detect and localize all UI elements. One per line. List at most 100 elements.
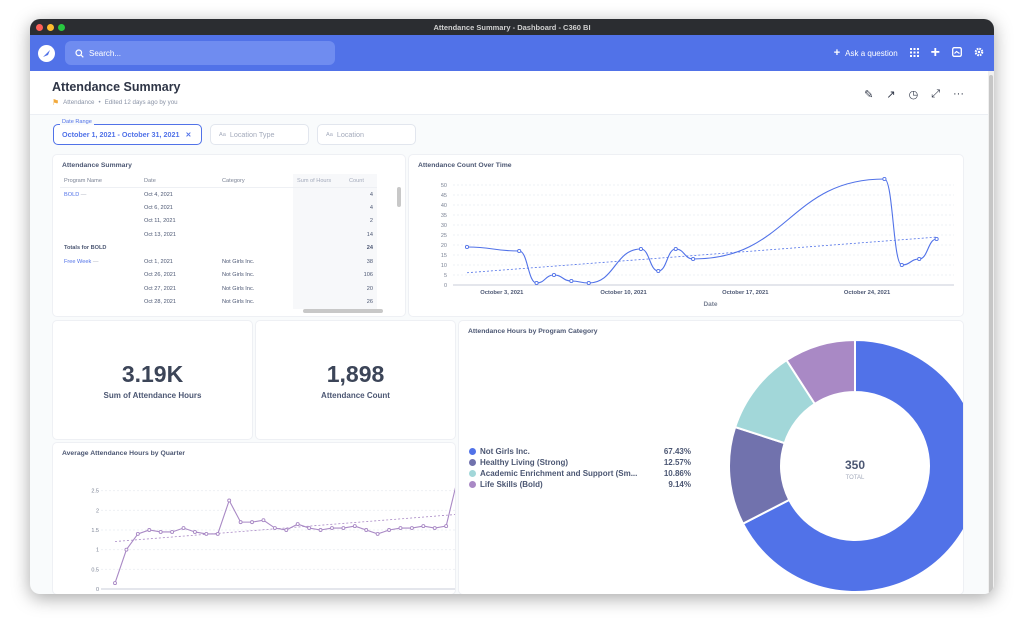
search-placeholder: Search...	[89, 48, 122, 58]
text-type-icon: Aa	[326, 131, 333, 138]
location-type-filter[interactable]: Aa Location Type	[210, 124, 309, 145]
table-row[interactable]: Totals for BOLD 24	[60, 241, 377, 256]
column-header-date[interactable]: Date	[140, 174, 218, 188]
column-header-hours[interactable]: Sum of Hours	[293, 174, 345, 188]
clear-x-icon[interactable]: ✕	[185, 130, 192, 139]
column-header-program[interactable]: Program Name	[60, 174, 140, 188]
collapse-icon[interactable]: —	[79, 191, 87, 198]
sum-hours-value[interactable]: 3.19K	[121, 361, 184, 387]
table-horizontal-scrollbar[interactable]	[303, 309, 383, 313]
separator-dot: •	[98, 99, 101, 106]
data-point	[318, 528, 323, 532]
page-scrollbar-thumb[interactable]	[989, 75, 993, 594]
data-point	[444, 524, 449, 529]
data-point	[398, 526, 403, 530]
data-point	[135, 531, 140, 536]
data-point	[899, 262, 904, 268]
data-point	[352, 524, 357, 529]
browse-data-icon[interactable]	[952, 47, 962, 59]
program-category-donut[interactable]: 350 TOTAL	[459, 321, 963, 594]
history-clock-icon[interactable]: ◷	[908, 89, 919, 101]
legend-item[interactable]: Not Girls Inc. 67.43%	[469, 446, 691, 457]
cell-category: Not Girls Inc.	[222, 258, 255, 265]
minimize-window-button[interactable]	[47, 23, 54, 31]
more-options-icon[interactable]: ···	[953, 88, 964, 100]
search-input[interactable]: Search...	[65, 41, 335, 65]
cell-date: Oct 6, 2021	[144, 204, 173, 211]
cell-category: Not Girls Inc.	[222, 272, 255, 279]
table-row[interactable]: Free Week — Oct 1, 2021 Not Girls Inc. 38	[60, 255, 377, 269]
legend-label: Healthy Living (Strong)	[480, 458, 568, 467]
data-point	[238, 520, 243, 525]
date-range-legend: Date Range	[60, 119, 94, 125]
data-point	[534, 280, 539, 286]
legend-dot-icon	[469, 470, 476, 477]
cell-hours	[293, 241, 345, 255]
table-row[interactable]: Oct 27, 2021 Not Girls Inc. 20	[60, 282, 377, 296]
location-filter[interactable]: Aa Location	[317, 124, 416, 145]
legend-value: 9.14%	[668, 480, 691, 489]
window-title: Attendance Summary - Dashboard - C360 BI	[433, 22, 591, 32]
attendance-count-value[interactable]: 1,898	[326, 361, 385, 387]
table-row[interactable]: BOLD — Oct 4, 2021 4	[60, 187, 377, 201]
legend-item[interactable]: Life Skills (Bold) 9.14%	[469, 479, 691, 490]
cell-count: 20	[345, 282, 377, 296]
legend-item[interactable]: Academic Enrichment and Support (Sm... 10…	[469, 468, 691, 479]
legend-dot-icon	[469, 481, 476, 488]
data-point	[934, 236, 939, 242]
gear-icon[interactable]	[974, 47, 984, 59]
data-point	[158, 530, 163, 534]
share-arrow-icon[interactable]: ↗	[886, 89, 896, 101]
ask-question-button[interactable]: + Ask a question	[834, 47, 898, 59]
new-plus-icon[interactable]: +	[930, 44, 940, 61]
data-point	[341, 526, 346, 530]
avg-hours-quarter-card: Average Attendance Hours by Quarter 0 0.5…	[53, 443, 455, 594]
sum-hours-label: Sum of Attendance Hours	[103, 391, 202, 400]
table-row[interactable]: Oct 6, 2021 4	[60, 201, 377, 215]
column-header-count[interactable]: Count	[345, 174, 377, 188]
y-tick-label: 10	[441, 263, 447, 269]
filter-bar: Date Range October 1, 2021 - October 31,…	[53, 119, 416, 145]
cell-program: Totals for BOLD	[64, 245, 107, 252]
column-header-category[interactable]: Category	[218, 174, 293, 188]
cell-count: 2	[345, 214, 377, 228]
cell-date: Oct 27, 2021	[144, 285, 177, 292]
cell-count: 26	[345, 295, 377, 309]
zoom-window-button[interactable]	[58, 23, 65, 31]
data-point	[638, 246, 643, 252]
logo-icon[interactable]	[38, 44, 55, 62]
table-scrollbar[interactable]	[397, 187, 401, 207]
data-point	[295, 522, 300, 527]
avg-hours-line-chart[interactable]: 00.511.522.5Q1 - 2014Q1 - 2015Q1 - 2016Q…	[53, 443, 455, 594]
data-point	[272, 526, 277, 530]
table-row[interactable]: Oct 11, 2021 2	[60, 214, 377, 228]
data-point	[569, 278, 574, 284]
collection-link[interactable]: Attendance	[63, 99, 95, 106]
table-row[interactable]: Oct 28, 2021 Not Girls Inc. 26	[60, 295, 377, 309]
cell-count: 38	[345, 255, 377, 269]
edit-pencil-icon[interactable]: ✎	[864, 89, 874, 101]
page-scrollbar[interactable]	[988, 71, 994, 594]
data-point	[250, 520, 254, 525]
data-point	[261, 518, 266, 523]
table-row[interactable]: Oct 26, 2021 Not Girls Inc. 106	[60, 268, 377, 282]
cell-date	[140, 242, 218, 256]
data-point	[882, 176, 887, 182]
donut-slice	[785, 338, 856, 406]
grid-icon[interactable]	[909, 47, 919, 59]
fullscreen-icon[interactable]: ⤢	[931, 88, 940, 100]
x-tick-label: October 10, 2021	[600, 290, 647, 296]
collection-icon: ⚑	[52, 98, 60, 107]
date-range-filter[interactable]: Date Range October 1, 2021 - October 31,…	[53, 119, 202, 145]
cell-count: 24	[345, 241, 377, 255]
table-row[interactable]: Oct 13, 2021 14	[60, 228, 377, 242]
data-point	[375, 531, 380, 536]
cell-category	[218, 201, 293, 215]
data-point	[387, 528, 392, 532]
attendance-count-line-chart[interactable]: 0 5 10 15 20 25 30 35 40 45 50 October 3, 2021 Octob…	[409, 155, 963, 316]
y-tick-label: 0	[96, 587, 99, 593]
legend-item[interactable]: Healthy Living (Strong) 12.57%	[469, 457, 691, 468]
close-window-button[interactable]	[36, 23, 43, 31]
collapse-icon[interactable]: —	[91, 258, 99, 265]
y-tick-label: 1.5	[91, 528, 99, 534]
